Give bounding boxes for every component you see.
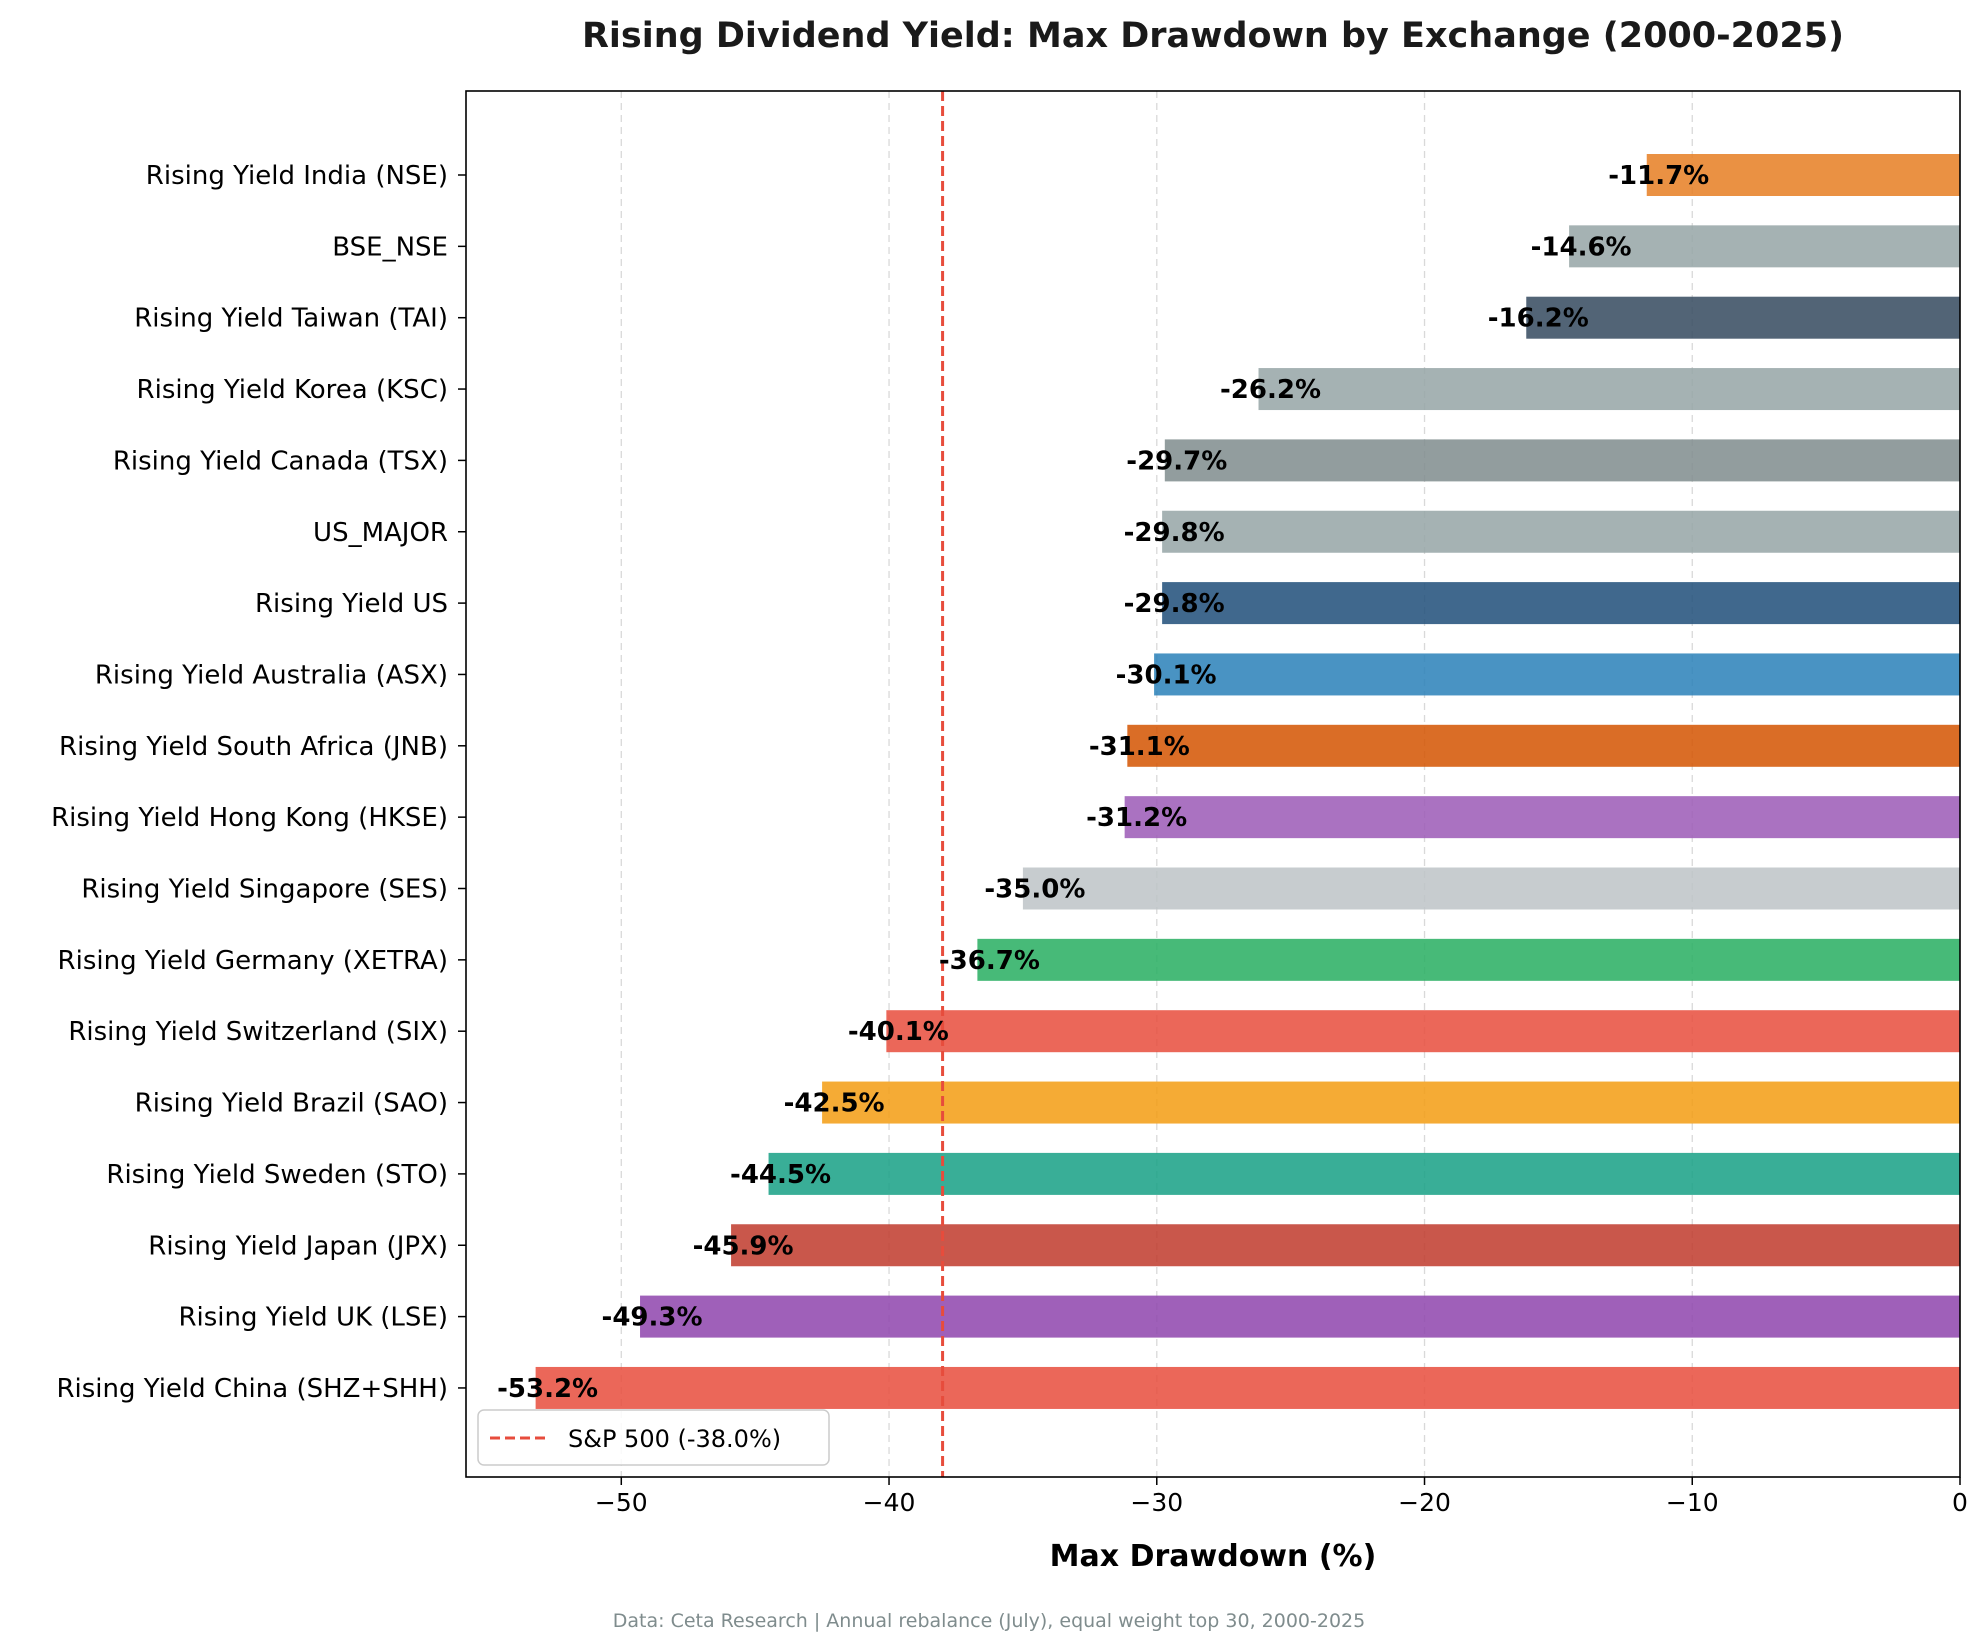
bar [1164,439,1960,482]
category-label: Rising Yield Sweden (STO) [106,1160,448,1190]
bar [1162,582,1960,625]
bar [1526,296,1960,339]
category-label: Rising Yield Japan (JPX) [148,1231,448,1261]
bar [640,1295,1961,1338]
bar [535,1366,1960,1409]
value-labels: -11.7% -14.6% -16.2% -26.2% -29.7% -29.8% -29.… [497,161,1709,1404]
bar [822,1081,1960,1124]
category-label: Rising Yield Canada (TSX) [113,446,448,476]
value-label: -11.7% [1608,161,1709,191]
category-label: Rising Yield Hong Kong (HKSE) [51,803,448,833]
category-label: Rising Yield Switzerland (SIX) [68,1017,448,1047]
value-label: -29.8% [1124,518,1225,548]
legend-label: S&P 500 (-38.0%) [568,1425,781,1453]
value-label: -14.6% [1531,232,1632,262]
value-label: -49.3% [602,1303,703,1333]
value-label: -31.2% [1086,803,1187,833]
value-label: -45.9% [693,1231,794,1261]
category-label: Rising Yield US [255,589,448,619]
bar [1124,796,1960,839]
x-axis-ticks: −50 −40 −30 −20 −10 0 [595,1477,1968,1517]
category-label: Rising Yield India (NSE) [146,161,448,191]
category-label: Rising Yield Taiwan (TAI) [134,304,448,334]
category-label: Rising Yield Singapore (SES) [81,875,448,905]
value-label: -31.1% [1089,732,1190,762]
category-label: BSE_NSE [332,232,448,262]
category-label: Rising Yield Germany (XETRA) [58,946,448,976]
bar [731,1224,1961,1267]
category-label: Rising Yield Korea (KSC) [137,375,448,405]
category-label: Rising Yield China (SHZ+SHH) [56,1374,448,1404]
value-label: -53.2% [497,1374,598,1404]
category-label: Rising Yield UK (LSE) [178,1303,448,1333]
bars [535,154,1961,1409]
category-label: Rising Yield Brazil (SAO) [135,1089,448,1119]
value-label: -30.1% [1116,660,1217,690]
x-tick-label: 0 [1952,1488,1968,1517]
x-tick-label: −30 [1130,1488,1183,1517]
bar [1022,867,1960,910]
x-tick-label: −50 [595,1488,648,1517]
value-label: -26.2% [1220,375,1321,405]
x-tick-label: −10 [1666,1488,1719,1517]
value-label: -35.0% [984,875,1085,905]
bar [886,1010,1960,1053]
legend-box [477,1409,830,1466]
bar [1569,225,1960,268]
bar [1127,724,1960,767]
value-label: -29.7% [1126,446,1227,476]
value-label: -44.5% [730,1160,831,1190]
footer-note: Data: Ceta Research | Annual rebalance (… [613,1610,1365,1632]
category-labels: Rising Yield India (NSE) BSE_NSE Rising Yi… [51,161,466,1404]
legend: S&P 500 (-38.0%) [477,1409,830,1466]
bar [768,1152,1961,1195]
x-tick-label: −20 [1398,1488,1451,1517]
bar [977,938,1960,981]
plot-frame [465,90,1961,1478]
value-label: -29.8% [1124,589,1225,619]
category-label: Rising Yield Australia (ASX) [95,660,448,690]
bar [1154,653,1960,696]
x-tick-label: −40 [863,1488,916,1517]
category-label: Rising Yield South Africa (JNB) [59,732,448,762]
bar [1162,510,1960,553]
value-label: -42.5% [784,1089,885,1119]
x-axis-label: Max Drawdown (%) [1050,1539,1377,1574]
value-label: -16.2% [1488,304,1589,334]
bar [1646,154,1960,196]
category-label: US_MAJOR [313,518,448,548]
bar [1258,368,1960,411]
value-label: -36.7% [939,946,1040,976]
chart-title: Rising Dividend Yield: Max Drawdown by E… [582,16,1844,56]
value-label: -40.1% [848,1017,949,1047]
